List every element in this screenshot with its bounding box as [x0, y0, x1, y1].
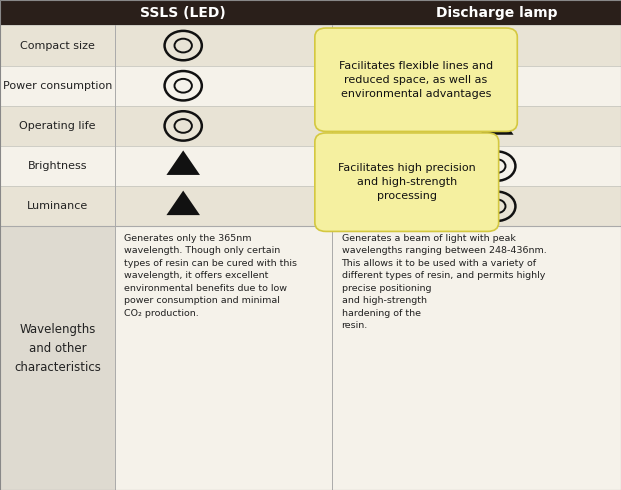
Text: Brightness: Brightness — [28, 161, 87, 171]
FancyBboxPatch shape — [0, 226, 115, 490]
FancyBboxPatch shape — [0, 186, 621, 226]
FancyBboxPatch shape — [0, 106, 621, 146]
FancyBboxPatch shape — [115, 226, 621, 490]
Text: Power consumption: Power consumption — [2, 81, 112, 91]
Polygon shape — [480, 70, 514, 95]
Text: Facilitates flexible lines and
reduced space, as well as
environmental advantage: Facilitates flexible lines and reduced s… — [339, 61, 493, 98]
Polygon shape — [326, 69, 345, 91]
Text: SSLS (LED): SSLS (LED) — [140, 6, 226, 20]
FancyBboxPatch shape — [0, 25, 621, 66]
Text: Compact size: Compact size — [20, 41, 95, 50]
FancyBboxPatch shape — [0, 66, 621, 106]
FancyBboxPatch shape — [0, 0, 621, 25]
Polygon shape — [333, 71, 345, 89]
Text: Generates a beam of light with peak
wavelengths ranging between 248-436nm.
This : Generates a beam of light with peak wave… — [342, 234, 546, 330]
FancyBboxPatch shape — [0, 146, 621, 186]
Polygon shape — [326, 172, 345, 193]
Polygon shape — [166, 150, 200, 175]
Polygon shape — [333, 173, 345, 191]
FancyBboxPatch shape — [315, 133, 499, 231]
Text: Discharge lamp: Discharge lamp — [436, 6, 558, 20]
FancyBboxPatch shape — [315, 28, 517, 131]
Text: Luminance: Luminance — [27, 201, 88, 211]
Text: Facilitates high precision
and high-strength
processing: Facilitates high precision and high-stre… — [338, 163, 476, 201]
Text: Generates only the 365nm
wavelength. Though only certain
types of resin can be c: Generates only the 365nm wavelength. Tho… — [124, 234, 297, 318]
Text: Operating life: Operating life — [19, 121, 96, 131]
Polygon shape — [480, 30, 514, 54]
Text: Wavelengths
and other
characteristics: Wavelengths and other characteristics — [14, 323, 101, 374]
Polygon shape — [480, 110, 514, 135]
Polygon shape — [166, 191, 200, 215]
